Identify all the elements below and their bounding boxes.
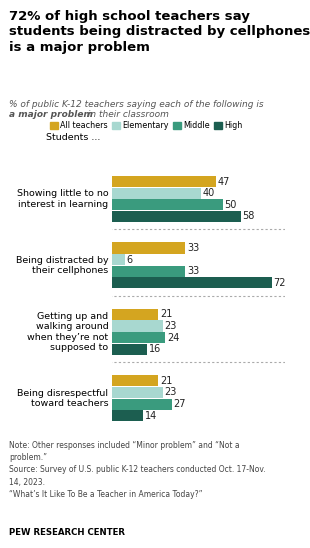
Text: Note: Other responses included “Minor problem” and “Not a
problem.”
Source: Surv: Note: Other responses included “Minor pr…: [9, 441, 266, 499]
Bar: [112, 309, 158, 320]
Text: Being disrespectful
toward teachers: Being disrespectful toward teachers: [17, 389, 108, 408]
Text: 23: 23: [165, 321, 177, 331]
Text: 21: 21: [160, 310, 172, 319]
Text: Showing little to no
interest in learning: Showing little to no interest in learnin…: [17, 189, 108, 209]
Text: 50: 50: [225, 200, 237, 210]
Text: 24: 24: [167, 333, 179, 342]
Bar: [112, 266, 185, 277]
Text: in their classroom: in their classroom: [85, 110, 169, 118]
Text: 27: 27: [174, 399, 186, 409]
Text: 33: 33: [187, 243, 199, 253]
Text: 58: 58: [242, 212, 255, 221]
Legend: All teachers, Elementary, Middle, High: All teachers, Elementary, Middle, High: [50, 121, 243, 130]
Bar: [112, 410, 143, 421]
Bar: [112, 277, 272, 288]
Text: 16: 16: [149, 344, 161, 355]
Bar: [112, 187, 201, 199]
Bar: [112, 321, 163, 332]
Text: a major problem: a major problem: [9, 110, 93, 118]
Bar: [112, 375, 158, 386]
Bar: [112, 344, 147, 355]
Text: Students ...: Students ...: [46, 133, 100, 141]
Text: 6: 6: [127, 255, 133, 265]
Text: 40: 40: [202, 188, 215, 198]
Bar: [112, 398, 172, 410]
Text: 72: 72: [274, 278, 286, 288]
Bar: [112, 332, 165, 343]
Bar: [112, 199, 223, 210]
Bar: [112, 176, 216, 187]
Text: 14: 14: [144, 410, 157, 421]
Text: 23: 23: [165, 387, 177, 397]
Text: 21: 21: [160, 376, 172, 386]
Bar: [112, 211, 241, 222]
Text: 47: 47: [218, 176, 230, 187]
Bar: [112, 254, 125, 265]
Text: Being distracted by
their cellphones: Being distracted by their cellphones: [16, 256, 108, 275]
Text: % of public K-12 teachers saying each of the following is: % of public K-12 teachers saying each of…: [9, 100, 264, 109]
Text: PEW RESEARCH CENTER: PEW RESEARCH CENTER: [9, 528, 125, 537]
Text: 33: 33: [187, 266, 199, 276]
Bar: [112, 242, 185, 254]
Text: Getting up and
walking around
when they’re not
supposed to: Getting up and walking around when they’…: [27, 312, 108, 352]
Text: 72% of high school teachers say
students being distracted by cellphones
is a maj: 72% of high school teachers say students…: [9, 10, 310, 54]
Bar: [112, 387, 163, 398]
